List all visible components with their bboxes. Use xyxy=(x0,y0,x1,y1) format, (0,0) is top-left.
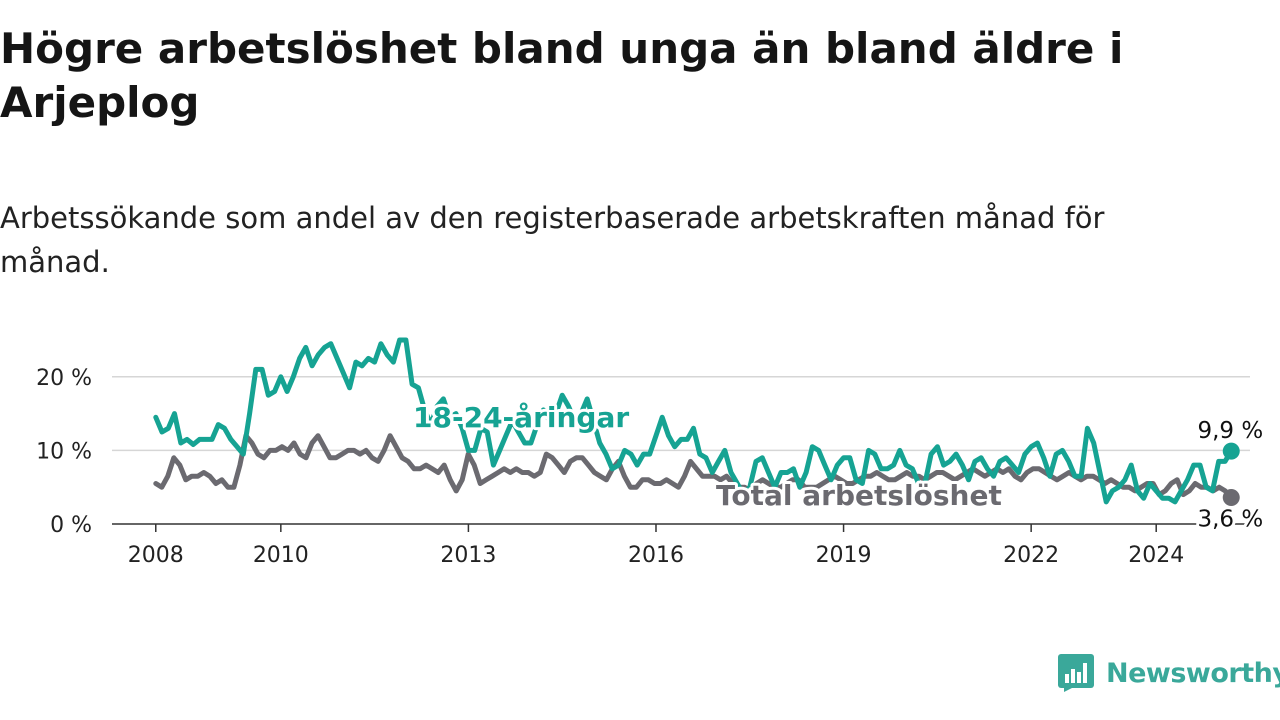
chart-subtitle: Arbetssökande som andel av den registerb… xyxy=(0,201,1105,279)
series-label-total: Total arbetslöshet xyxy=(716,479,1002,512)
series-labels: 18-24-åringar Total arbetslöshet 9,9 % 3,6 … xyxy=(410,398,1266,536)
series-label-youth: 18-24-åringar xyxy=(413,401,629,434)
end-point-youth xyxy=(1222,442,1240,460)
brand-logo: Newsworthy xyxy=(1058,654,1280,692)
x-tick-label: 2024 xyxy=(1128,543,1184,568)
line-chart: 0 % 10 % 20 % 2008 2010 2013 2016 2019 2022 2024… xyxy=(36,337,1266,568)
x-tick-label: 2010 xyxy=(253,543,309,568)
end-point-total xyxy=(1222,489,1240,507)
series-line-youth xyxy=(153,337,1234,505)
y-tick-label: 10 % xyxy=(36,439,92,464)
x-tick-label: 2008 xyxy=(128,543,184,568)
x-tick-label: 2022 xyxy=(1003,543,1059,568)
chart-title: Högre arbetslöshet bland unga än bland ä… xyxy=(0,24,1124,127)
x-tick-label: 2019 xyxy=(816,543,872,568)
end-label-youth: 9,9 % xyxy=(1197,418,1263,444)
series-lines xyxy=(153,337,1240,507)
end-label-total: 3,6 % xyxy=(1197,507,1263,533)
y-axis-ticks: 0 % 10 % 20 % xyxy=(36,366,92,538)
y-tick-label: 20 % xyxy=(36,366,92,391)
y-tick-label: 0 % xyxy=(50,513,92,538)
brand-name: Newsworthy xyxy=(1106,657,1280,689)
x-axis-ticks: 2008 2010 2013 2016 2019 2022 2024 xyxy=(128,524,1184,568)
x-tick-label: 2013 xyxy=(440,543,496,568)
x-tick-label: 2016 xyxy=(628,543,684,568)
newsworthy-logo-icon xyxy=(1058,654,1094,692)
grid-lines xyxy=(112,376,1250,525)
